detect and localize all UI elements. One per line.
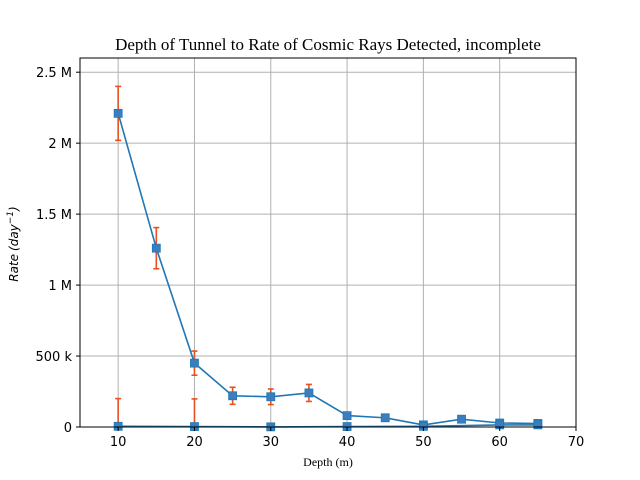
- data-point: [190, 358, 199, 368]
- y-axis-label-main: Rate: [7, 254, 21, 282]
- x-tick-label: 40: [339, 435, 356, 450]
- y-axis-label-unit: (day: [7, 223, 21, 251]
- series-1: [113, 85, 543, 430]
- y-tick-label: 1.5 M: [36, 208, 72, 223]
- y-tick-label: 2 M: [48, 137, 72, 152]
- data-point: [342, 411, 352, 421]
- x-tick-label: 10: [110, 435, 127, 450]
- y-tick-label: 0: [64, 421, 72, 436]
- data-point: [113, 108, 123, 118]
- series-layer: [113, 85, 543, 432]
- data-point: [266, 392, 276, 402]
- x-tick-label: 20: [186, 435, 203, 450]
- x-tick-label: 30: [262, 435, 279, 450]
- y-tick-label: 500 k: [36, 350, 73, 365]
- x-axis-ticks: 10 20 30 40 50 60 70: [110, 427, 584, 450]
- y-tick-label: 2.5 M: [36, 66, 72, 81]
- data-point: [380, 413, 390, 423]
- plot-frame: [79, 57, 577, 428]
- x-axis-label: Depth (m): [303, 455, 353, 469]
- chart-title: Depth of Tunnel to Rate of Cosmic Rays D…: [115, 35, 541, 54]
- y-tick-label: 1 M: [48, 279, 72, 294]
- y-axis-label-exponent: −1: [6, 211, 16, 224]
- data-point: [151, 243, 161, 253]
- grid: [80, 58, 577, 428]
- series-line: [117, 113, 538, 426]
- data-point: [228, 391, 238, 401]
- y-axis-ticks: 0 500 k 1 M 1.5 M 2 M 2.5 M: [36, 66, 80, 436]
- x-tick-label: 50: [415, 435, 432, 450]
- data-point: [457, 414, 466, 424]
- data-point: [304, 388, 314, 398]
- y-axis-label-close: ): [7, 206, 21, 212]
- x-tick-label: 60: [491, 435, 508, 450]
- x-tick-label: 70: [568, 435, 585, 450]
- y-axis-label: Rate (day−1): [6, 206, 21, 282]
- data-point: [533, 420, 543, 430]
